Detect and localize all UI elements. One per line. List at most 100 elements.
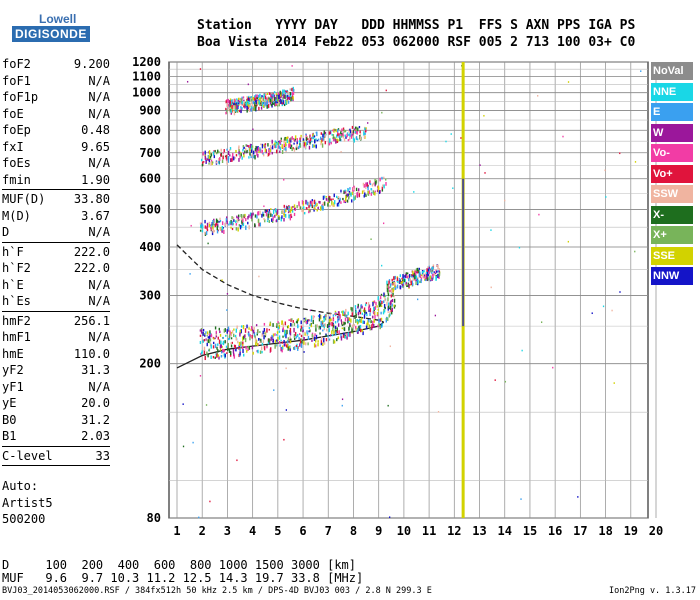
param-row: h`F 222.0: [2, 244, 110, 261]
echo-dot: [220, 148, 222, 152]
echo-dot: [216, 223, 219, 228]
param-value: 3.67: [81, 208, 110, 223]
echo-dot: [352, 187, 355, 191]
echo-dot: [269, 148, 271, 153]
echo-dot: [259, 222, 262, 227]
echo-dot: [337, 132, 339, 137]
echo-dot: [332, 324, 335, 328]
echo-dot: [281, 346, 284, 350]
echo-dot: [240, 341, 242, 345]
echo-dot: [338, 199, 341, 203]
echo-dot: [204, 219, 206, 224]
echo-dot: [407, 274, 410, 280]
echo-dot: [283, 339, 285, 344]
echo-dot: [251, 103, 254, 108]
noise-dot: [490, 229, 492, 231]
echo-dot: [405, 272, 408, 276]
echo-dot: [389, 285, 391, 289]
echo-dot: [272, 100, 275, 104]
echo-dot: [416, 271, 419, 274]
x-tick-label: 19: [624, 524, 638, 538]
echo-dot: [299, 333, 301, 336]
noise-dot: [309, 309, 312, 312]
echo-dot: [282, 323, 284, 328]
echo-dot: [387, 317, 389, 321]
noise-dot: [340, 151, 342, 153]
echo-dot: [206, 342, 208, 347]
echo-dot: [276, 344, 279, 347]
echo-dot: [279, 140, 281, 145]
echo-dot: [229, 330, 231, 335]
echo-dot: [293, 337, 296, 340]
param-row: yF2 31.3: [2, 362, 110, 379]
echo-dot: [379, 325, 381, 330]
echo-dot: [255, 98, 257, 101]
echo-dot: [201, 350, 203, 354]
echo-dot: [304, 142, 307, 146]
echo-dot: [293, 322, 296, 326]
echo-dot: [311, 140, 313, 143]
noise-dot: [275, 334, 278, 336]
echo-dot: [241, 107, 243, 110]
echo-dot: [325, 334, 327, 337]
noise-dot: [445, 140, 447, 143]
echo-dot: [300, 134, 302, 138]
echo-dot: [327, 203, 329, 207]
echo-dot: [243, 103, 245, 107]
echo-dot: [283, 343, 286, 347]
echo-dot: [323, 317, 325, 322]
echo-dot: [229, 98, 232, 101]
echo-dot: [224, 328, 226, 332]
echo-dot: [277, 92, 280, 96]
echo-dot: [212, 341, 215, 345]
echo-dot: [294, 331, 297, 336]
echo-dot: [207, 336, 210, 339]
echo-dot: [231, 216, 233, 220]
echo-dot: [247, 103, 249, 109]
param-key: hmE: [2, 346, 24, 361]
echo-dot: [337, 197, 339, 200]
echo-dot: [357, 311, 360, 316]
echo-dot: [367, 301, 370, 307]
echo-dot: [306, 319, 309, 324]
echo-dot: [283, 147, 286, 151]
echo-dot: [229, 111, 231, 114]
echo-dot: [341, 321, 344, 325]
echo-dot: [383, 304, 386, 309]
echo-dot: [323, 133, 325, 137]
echo-dot: [254, 147, 257, 151]
echo-dot: [202, 328, 205, 332]
echo-dot: [354, 131, 357, 134]
noise-dot: [226, 292, 229, 295]
echo-dot: [353, 324, 355, 327]
echo-dot: [288, 205, 291, 209]
echo-dot: [259, 147, 261, 152]
echo-dot: [380, 305, 383, 308]
echo-dot: [230, 100, 232, 104]
param-row: foE N/A: [2, 106, 110, 123]
echo-dot: [280, 102, 282, 105]
echo-dot: [225, 154, 228, 160]
echo-dot: [304, 145, 307, 149]
echo-dot: [297, 346, 299, 349]
echo-dot: [428, 268, 431, 273]
echo-dot: [238, 151, 240, 154]
param-value: 222.0: [73, 244, 110, 259]
param-key: B0: [2, 412, 17, 427]
echo-dot: [241, 214, 243, 219]
echo-dot: [371, 183, 374, 187]
echo-dot: [305, 142, 307, 147]
echo-dot: [343, 311, 346, 315]
echo-dot: [334, 331, 337, 336]
echo-dot: [238, 224, 241, 227]
echo-dot: [258, 106, 260, 111]
echo-dot: [340, 333, 342, 339]
echo-dot: [285, 209, 287, 213]
param-row: M(D) 3.67: [2, 208, 110, 225]
echo-dot: [264, 209, 266, 212]
echo-dot: [356, 192, 358, 197]
echo-dot: [262, 153, 265, 157]
echo-dot: [391, 307, 393, 312]
echo-dot: [278, 93, 281, 99]
noise-dot: [490, 286, 492, 289]
